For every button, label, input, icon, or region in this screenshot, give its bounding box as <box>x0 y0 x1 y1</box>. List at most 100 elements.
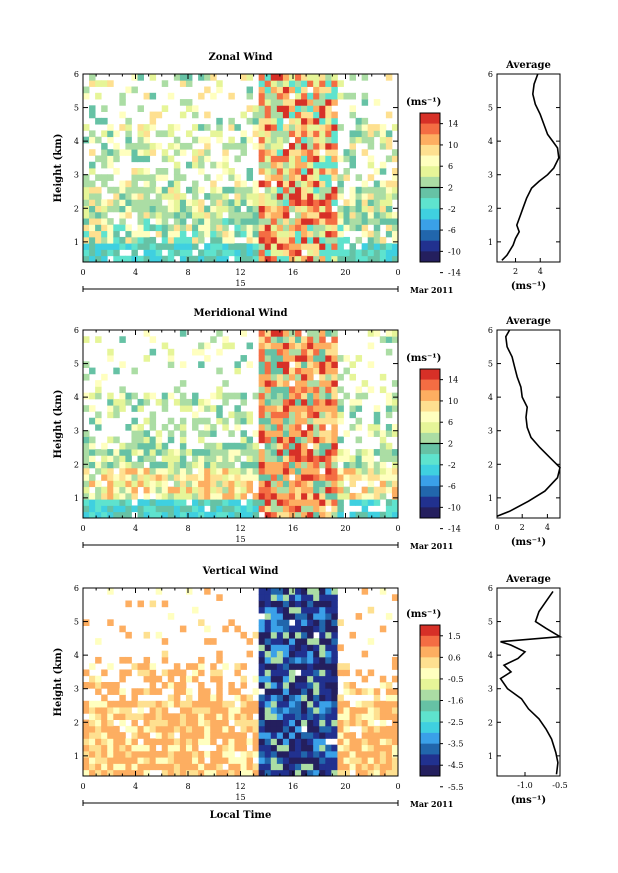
heatmap-cell <box>204 230 211 238</box>
colorbar-swatch <box>420 166 440 178</box>
heatmap-cell <box>379 675 387 683</box>
heatmap-cell <box>325 613 332 620</box>
heatmap-cell <box>137 142 144 150</box>
heatmap-cell <box>179 255 187 263</box>
heatmap-cell <box>367 124 375 131</box>
heatmap-cell <box>155 738 163 746</box>
heatmap-cell <box>143 142 151 150</box>
heatmap-cell <box>264 236 272 244</box>
heatmap-cell <box>385 474 393 481</box>
heatmap-cell <box>282 386 290 394</box>
heatmap-cell <box>331 713 338 720</box>
average-x-tick-label: -0.5 <box>552 781 567 790</box>
heatmap-cell <box>155 505 163 513</box>
heatmap-cell <box>234 738 241 746</box>
heatmap-cell <box>246 86 254 94</box>
heatmap-cell <box>282 174 290 181</box>
heatmap-cell <box>210 511 217 519</box>
heatmap-cell <box>125 442 132 450</box>
heatmap-cell <box>131 243 138 250</box>
heatmap-cell <box>343 688 350 695</box>
heatmap-cell <box>367 700 375 708</box>
heatmap-cell <box>331 149 338 156</box>
heatmap-cell <box>210 663 217 670</box>
heatmap-cell <box>385 430 393 437</box>
heatmap-cell <box>192 769 199 777</box>
heatmap-cell <box>301 111 308 119</box>
heatmap-cell <box>325 243 332 250</box>
heatmap-cell <box>319 367 326 375</box>
heatmap-cell <box>173 744 181 752</box>
heatmap-cell <box>83 236 90 244</box>
heatmap-cell <box>276 505 284 513</box>
heatmap-cell <box>83 124 90 131</box>
heatmap-cell <box>192 449 199 456</box>
heatmap-cell <box>185 732 193 739</box>
heatmap-cell <box>167 750 175 758</box>
heatmap-cell <box>276 625 284 633</box>
heatmap-cell <box>385 130 393 138</box>
heatmap-cell <box>349 480 356 488</box>
heatmap-cell <box>107 663 114 670</box>
heatmap-cell <box>325 606 332 614</box>
heatmap-cell <box>367 230 375 238</box>
heatmap-cell <box>307 130 314 138</box>
heatmap-cell <box>325 355 332 362</box>
heatmap-cell <box>276 355 284 362</box>
heatmap-cell <box>83 757 90 764</box>
colorbar-tick-label: -2 <box>448 205 456 214</box>
heatmap-cell <box>155 430 163 437</box>
heatmap-cell <box>246 455 254 462</box>
heatmap-cell <box>216 386 223 394</box>
heatmap-cell <box>137 124 144 131</box>
heatmap-cell <box>179 669 187 677</box>
heatmap-cell <box>319 180 326 188</box>
heatmap-cell <box>325 186 332 194</box>
heatmap-cell <box>252 218 260 225</box>
heatmap-cell <box>161 342 169 350</box>
heatmap-cell <box>331 174 338 181</box>
heatmap-cell <box>167 142 175 150</box>
heatmap-cell <box>252 719 260 727</box>
heatmap-cell <box>325 625 332 633</box>
heatmap-cell <box>288 430 296 437</box>
heatmap-cell <box>167 725 175 733</box>
heatmap-cell <box>391 675 399 683</box>
heatmap-cell <box>307 411 314 419</box>
heatmap-cell <box>198 763 205 771</box>
heatmap-cell <box>295 199 302 206</box>
heatmap-cell <box>295 688 302 695</box>
heatmap-cell <box>185 707 193 714</box>
heatmap-cell <box>101 236 108 244</box>
heatmap-cell <box>307 92 314 100</box>
heatmap-cell <box>228 725 235 733</box>
heatmap-cell <box>337 92 344 100</box>
heatmap-cell <box>143 186 151 194</box>
heatmap-cell <box>204 694 211 702</box>
heatmap-cell <box>113 405 120 412</box>
heatmap-cell <box>198 149 205 156</box>
heatmap-cell <box>276 719 284 727</box>
heatmap-cell <box>313 155 320 163</box>
heatmap-cell <box>361 149 369 156</box>
heatmap-cell <box>385 193 393 200</box>
heatmap-cell <box>143 130 151 138</box>
x-tick-label: 16 <box>288 524 298 533</box>
heatmap-cell <box>216 449 223 456</box>
heatmap-cell <box>288 218 296 225</box>
heatmap-cell <box>325 600 332 608</box>
heatmap-cell <box>325 236 332 244</box>
heatmap-cell <box>301 136 308 144</box>
heatmap-cell <box>204 492 211 500</box>
heatmap-cell <box>391 243 399 250</box>
heatmap-cell <box>210 499 217 506</box>
heatmap-cell <box>179 700 187 708</box>
heatmap-cell <box>83 249 90 257</box>
heatmap-cell <box>198 230 205 238</box>
x-tick-label: 20 <box>340 782 350 791</box>
heatmap-cell <box>89 249 96 257</box>
heatmap-cell <box>179 732 187 739</box>
heatmap-cell <box>276 149 284 156</box>
heatmap-cell <box>270 130 278 138</box>
